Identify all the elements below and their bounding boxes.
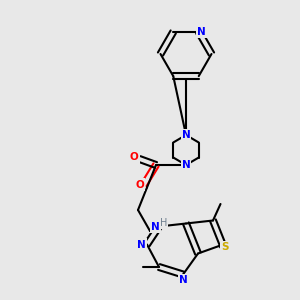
Text: O: O: [135, 179, 144, 190]
Text: N: N: [178, 275, 188, 285]
Text: N: N: [137, 239, 146, 250]
Text: N: N: [182, 160, 190, 170]
Text: H: H: [160, 218, 167, 229]
Text: N: N: [197, 27, 206, 37]
Text: N: N: [151, 222, 160, 233]
Text: N: N: [182, 130, 190, 140]
Text: O: O: [130, 152, 139, 163]
Text: S: S: [221, 242, 229, 253]
